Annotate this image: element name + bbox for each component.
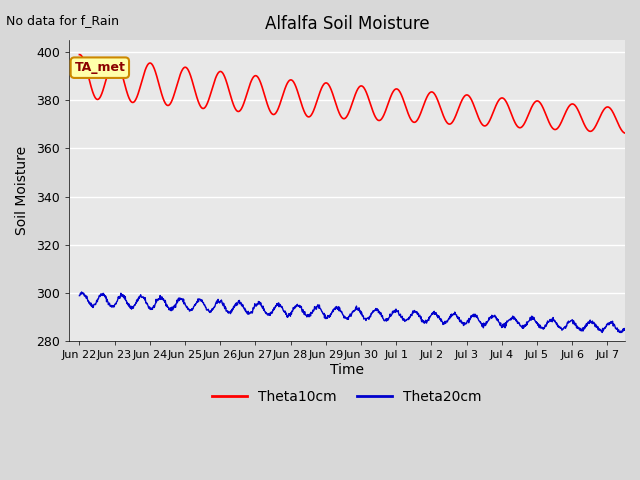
Theta10cm [621, 130, 629, 136]
Theta20cm [174, 298, 182, 304]
X-axis label: Time: Time [330, 363, 364, 377]
Theta20cm [616, 330, 624, 336]
Theta20cm [283, 312, 291, 318]
Y-axis label: Soil Moisture: Soil Moisture [15, 146, 29, 235]
Theta10cm [184, 67, 192, 72]
Theta20cm [549, 315, 557, 321]
Title: Alfalfa Soil Moisture: Alfalfa Soil Moisture [264, 15, 429, 33]
Theta10cm [234, 108, 241, 114]
Theta10cm [549, 126, 557, 132]
Theta20cm [489, 313, 497, 319]
Text: TA_met: TA_met [74, 61, 125, 74]
Theta10cm [76, 52, 83, 58]
Theta10cm [76, 52, 84, 58]
Theta20cm [234, 301, 241, 307]
Text: No data for f_Rain: No data for f_Rain [6, 14, 120, 27]
Legend: Theta10cm, Theta20cm: Theta10cm, Theta20cm [207, 384, 487, 409]
Theta10cm [283, 82, 291, 87]
Line: Theta10cm: Theta10cm [79, 55, 625, 133]
Theta10cm [174, 79, 182, 85]
Theta20cm [78, 289, 86, 295]
Line: Theta20cm: Theta20cm [79, 292, 625, 333]
Theta10cm [489, 111, 497, 117]
Theta20cm [76, 293, 83, 299]
Theta20cm [184, 305, 192, 311]
Theta20cm [621, 327, 629, 333]
